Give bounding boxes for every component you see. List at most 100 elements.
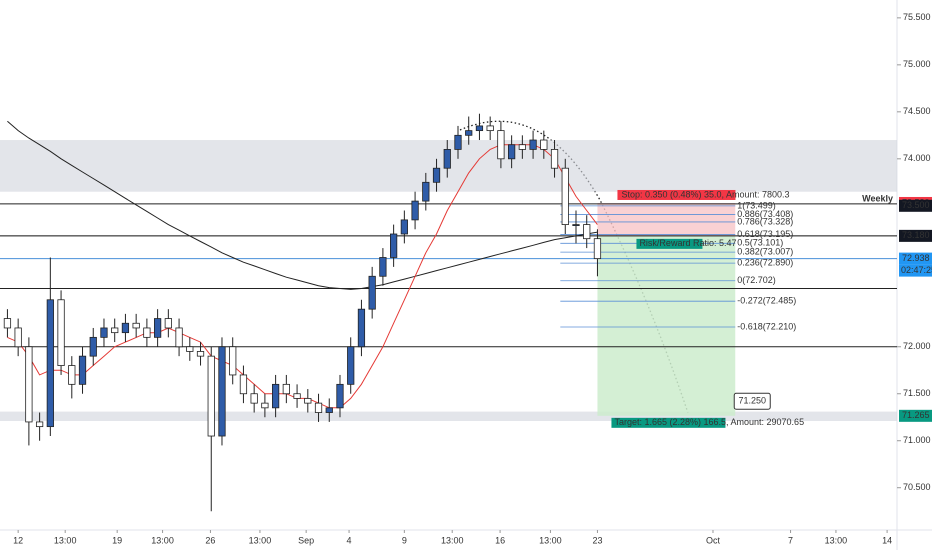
candle-body — [250, 393, 258, 404]
fib-label: 0.236(72.890) — [737, 257, 793, 267]
candle-body — [100, 327, 108, 338]
y-tick-label: 75.000 — [903, 59, 931, 69]
candle-body — [454, 134, 462, 150]
price-tag-label: 71.265 — [902, 410, 930, 420]
ratio-label: Risk/Reward Ratio: 5.47 — [639, 238, 736, 248]
y-tick-label: 71.500 — [903, 388, 931, 398]
x-tick-label: 19 — [112, 535, 122, 545]
candle-body — [35, 421, 44, 428]
countdown: 02:47:25 — [901, 265, 932, 275]
stop-label: Stop: 0.350 (0.48%) 35.0, Amount: 7800.3 — [621, 189, 789, 199]
countdown-bg — [899, 264, 932, 277]
candle-body — [164, 318, 172, 329]
candle-body — [229, 346, 237, 376]
price-tag — [899, 409, 932, 422]
x-tick-label: 13:00 — [825, 535, 848, 545]
candle-body — [390, 233, 398, 258]
ratio-label-bg — [636, 238, 703, 249]
candle-body — [46, 299, 54, 428]
y-tick-label: 72.000 — [903, 341, 931, 351]
level-label: Weekly — [862, 193, 893, 203]
candle-body — [121, 322, 130, 334]
fib-label: 0.618(73.195) — [737, 229, 793, 239]
fib-label: 0(72.702) — [737, 275, 776, 285]
price-tag-label: 73.180 — [902, 230, 930, 240]
candle-body — [561, 167, 569, 225]
fib-label: 0.5(73.101) — [737, 238, 783, 248]
candle-body — [3, 318, 12, 329]
price-tag-label: 73.500 — [902, 200, 930, 210]
candle-body — [583, 224, 591, 240]
x-tick-label: 7 — [788, 535, 793, 545]
stop-zone — [597, 202, 736, 236]
candle-body — [465, 130, 473, 136]
candle-body — [57, 299, 65, 366]
x-tick-label: 13:00 — [54, 535, 77, 545]
x-tick-label: 26 — [205, 535, 215, 545]
price-tag — [899, 252, 932, 265]
candle-body — [336, 383, 344, 409]
candle-body — [282, 383, 290, 395]
candle-body — [529, 139, 537, 150]
candle-body — [325, 407, 333, 413]
fib-label: -0.272(72.485) — [737, 296, 796, 306]
candle-body — [25, 346, 33, 423]
candle-body — [293, 393, 301, 399]
x-tick-label: 13:00 — [539, 535, 562, 545]
candle-body — [443, 149, 451, 169]
candle-body — [411, 200, 419, 221]
candle-body — [143, 327, 151, 338]
x-tick-label: 12 — [13, 535, 23, 545]
candle-body — [132, 322, 140, 329]
x-tick-label: Sep — [298, 535, 314, 545]
candle-body — [207, 355, 215, 437]
y-tick-label: 74.500 — [903, 106, 931, 116]
candle-body — [357, 308, 366, 348]
x-tick-label: Oct — [706, 535, 721, 545]
candle-body — [540, 139, 548, 150]
candle-body — [432, 167, 441, 183]
y-tick-label: 71.000 — [903, 435, 931, 445]
candle-body — [272, 383, 280, 409]
candle-body — [550, 149, 559, 169]
moving-average — [7, 120, 598, 290]
x-tick-label: 13:00 — [249, 535, 272, 545]
candle-body — [508, 144, 516, 160]
candle-body — [89, 336, 97, 357]
fib-label: -0.618(72.210) — [737, 321, 796, 331]
candle-body — [368, 275, 376, 310]
candle-body — [239, 374, 248, 395]
candle-body — [153, 318, 162, 338]
candle-body — [518, 144, 526, 150]
candle-body — [572, 224, 580, 226]
x-tick-label: 16 — [495, 535, 505, 545]
candle-body — [175, 327, 183, 348]
y-tick-label: 74.000 — [903, 153, 931, 163]
callout-label: 71.250 — [738, 396, 766, 406]
fib-label: 1(73.499) — [737, 200, 776, 210]
fib-label: 0.786(73.328) — [737, 216, 793, 226]
target-label-bg — [611, 417, 726, 428]
x-tick-label: 23 — [592, 535, 602, 545]
x-tick-label: 14 — [882, 535, 892, 545]
candle-body — [593, 238, 602, 260]
candle-body — [400, 219, 408, 235]
x-tick-label: 13:00 — [151, 535, 174, 545]
candle-body — [78, 355, 87, 385]
callout-box — [733, 392, 771, 410]
stop-label-bg — [617, 189, 736, 200]
candle-body — [497, 130, 505, 160]
candle-body — [218, 346, 226, 437]
price-tag — [899, 229, 932, 242]
zone — [0, 411, 897, 421]
target-label: Target: 1.665 (2.28%) 166.5, Amount: 290… — [614, 417, 804, 427]
candle-body — [422, 181, 430, 202]
candle-body — [14, 327, 22, 348]
candle-body — [379, 257, 387, 277]
candle-body — [475, 125, 484, 132]
candle-body — [186, 346, 194, 352]
x-tick-label: 9 — [402, 535, 407, 545]
fib-label: 0.382(73.007) — [737, 247, 793, 257]
